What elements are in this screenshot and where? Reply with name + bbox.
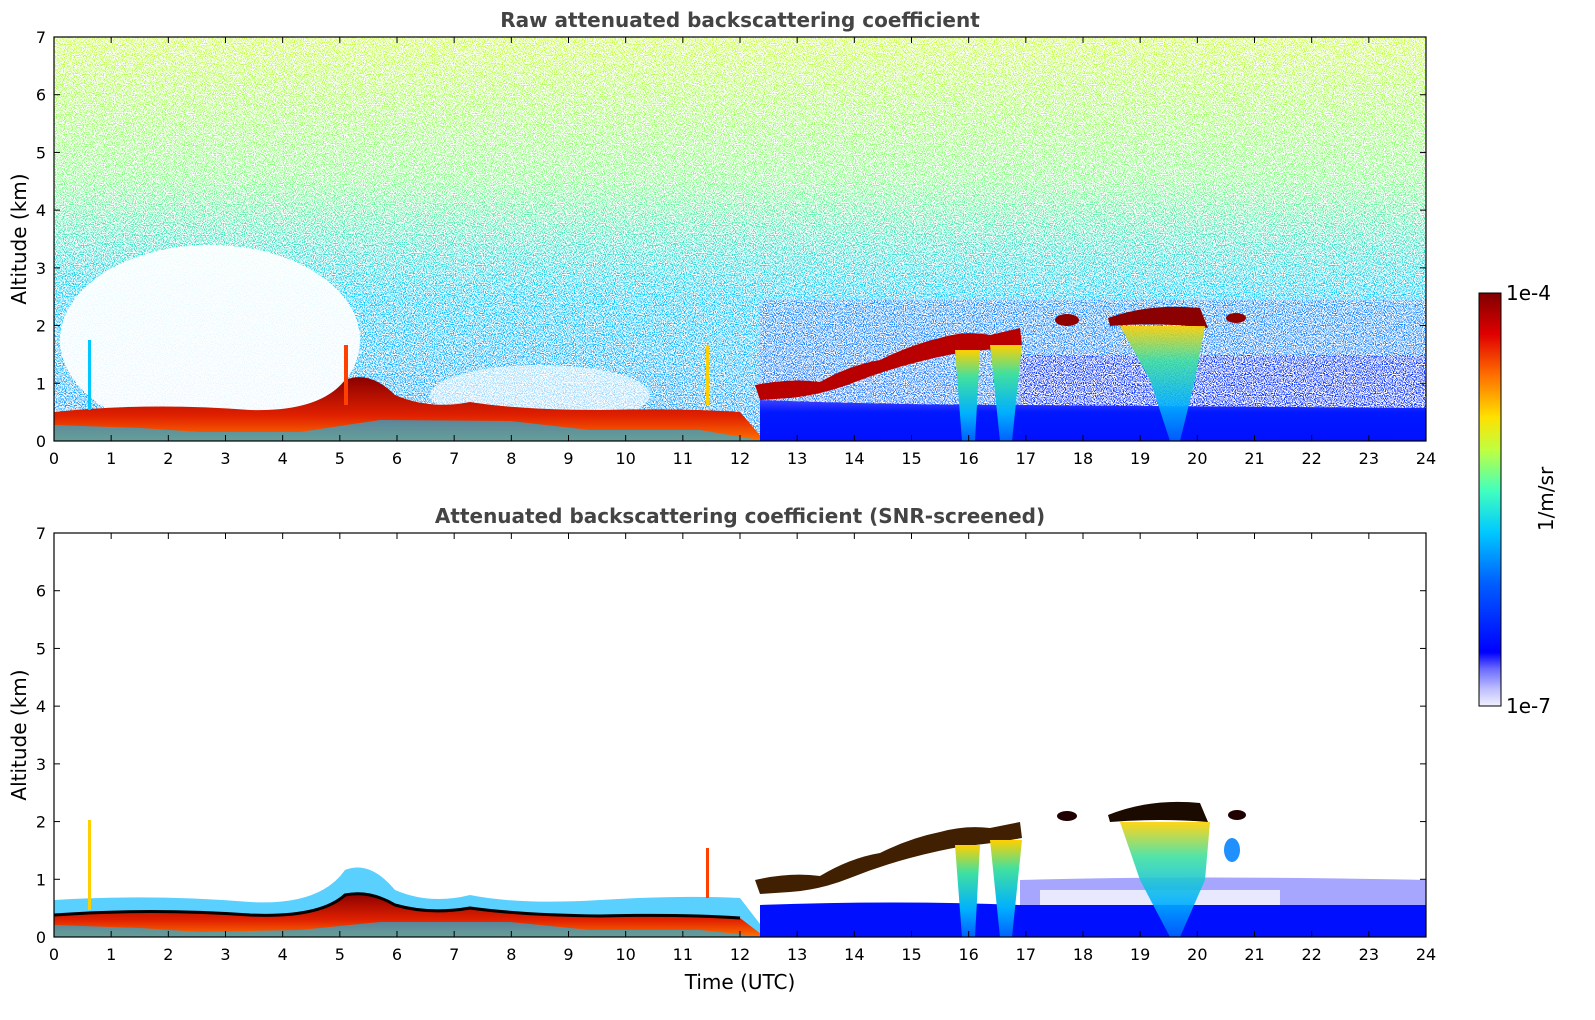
xtick-label: 6 — [392, 449, 402, 468]
ytick-label: 3 — [36, 259, 46, 278]
xtick-label: 7 — [449, 449, 459, 468]
ytick-label: 2 — [36, 813, 46, 832]
ytick-label: 1 — [36, 870, 46, 889]
panel-raw-heatmap — [54, 37, 1426, 441]
xtick-label: 5 — [335, 945, 345, 964]
colorbar-unit-label: 1/m/sr — [1534, 466, 1558, 531]
raw-cloud-19-20 — [1108, 306, 1208, 328]
panel-screened-ylabel: Altitude (km) — [7, 669, 31, 800]
xtick-label: 21 — [1244, 945, 1264, 964]
ytick-label: 7 — [36, 28, 46, 47]
xtick-label: 17 — [1016, 449, 1036, 468]
xtick-label: 9 — [563, 449, 573, 468]
xtick-label: 10 — [615, 449, 635, 468]
panel-raw: Raw attenuated backscattering coefficien… — [7, 8, 1436, 468]
xtick-label: 10 — [615, 945, 635, 964]
screened-cloud-19-20 — [1108, 801, 1208, 822]
xtick-label: 17 — [1016, 945, 1036, 964]
xtick-label: 6 — [392, 945, 402, 964]
ytick-label: 3 — [36, 755, 46, 774]
xtick-label: 4 — [278, 945, 288, 964]
ytick-label: 4 — [36, 201, 46, 220]
xtick-label: 23 — [1359, 449, 1379, 468]
xtick-label: 9 — [563, 945, 573, 964]
xtick-label: 14 — [844, 449, 864, 468]
colorbar: 1e-4 1e-7 1/m/sr — [1478, 281, 1558, 718]
xtick-label: 14 — [844, 945, 864, 964]
xtick-label: 19 — [1130, 945, 1150, 964]
xtick-label: 22 — [1301, 945, 1321, 964]
ytick-label: 4 — [36, 697, 46, 716]
ytick-label: 6 — [36, 86, 46, 105]
xtick-label: 19 — [1130, 449, 1150, 468]
xtick-label: 12 — [730, 449, 750, 468]
xtick-label: 0 — [49, 945, 59, 964]
colorbar-min-label: 1e-7 — [1506, 694, 1551, 718]
xtick-label: 23 — [1359, 945, 1379, 964]
xtick-label: 7 — [449, 945, 459, 964]
xtick-label: 11 — [673, 449, 693, 468]
xtick-label: 11 — [673, 945, 693, 964]
xtick-label: 4 — [278, 449, 288, 468]
screened-boundary-layer — [54, 893, 765, 937]
ytick-label: 7 — [36, 524, 46, 543]
panel-screened-heatmap — [54, 533, 1426, 937]
xtick-label: 16 — [958, 449, 978, 468]
xtick-label: 12 — [730, 945, 750, 964]
xtick-label: 24 — [1416, 449, 1436, 468]
xtick-label: 18 — [1073, 449, 1093, 468]
xtick-label: 18 — [1073, 945, 1093, 964]
ytick-label: 2 — [36, 317, 46, 336]
xtick-label: 15 — [901, 449, 921, 468]
xtick-label: 2 — [163, 945, 173, 964]
screened-rising-layer — [755, 822, 1022, 894]
xtick-label: 20 — [1187, 449, 1207, 468]
ytick-label: 1 — [36, 374, 46, 393]
panel-screened-title: Attenuated backscattering coefficient (S… — [435, 504, 1045, 528]
xtick-label: 8 — [506, 449, 516, 468]
raw-boundary-layer — [54, 377, 765, 441]
panel-screened: Attenuated backscattering coefficient (S… — [7, 504, 1436, 994]
xtick-label: 22 — [1301, 449, 1321, 468]
panel-raw-ylabel: Altitude (km) — [7, 173, 31, 304]
xtick-label: 5 — [335, 449, 345, 468]
xtick-label: 16 — [958, 945, 978, 964]
ytick-label: 0 — [36, 432, 46, 451]
ytick-label: 5 — [36, 143, 46, 162]
ytick-label: 5 — [36, 639, 46, 658]
xtick-label: 3 — [220, 449, 230, 468]
xtick-label: 3 — [220, 945, 230, 964]
xtick-label: 15 — [901, 945, 921, 964]
colorbar-max-label: 1e-4 — [1506, 281, 1551, 305]
xtick-label: 1 — [106, 449, 116, 468]
ytick-label: 0 — [36, 928, 46, 947]
panel-screened-xlabel: Time (UTC) — [684, 970, 796, 994]
xtick-label: 2 — [163, 449, 173, 468]
xtick-label: 13 — [787, 945, 807, 964]
xtick-label: 0 — [49, 449, 59, 468]
colorbar-gradient — [1478, 292, 1502, 707]
xtick-label: 1 — [106, 945, 116, 964]
xtick-label: 21 — [1244, 449, 1264, 468]
xtick-label: 24 — [1416, 945, 1436, 964]
xtick-label: 13 — [787, 449, 807, 468]
raw-rising-layer — [755, 328, 1022, 400]
xtick-label: 20 — [1187, 945, 1207, 964]
ytick-label: 6 — [36, 582, 46, 601]
xtick-label: 8 — [506, 945, 516, 964]
panel-raw-title: Raw attenuated backscattering coefficien… — [500, 8, 980, 32]
